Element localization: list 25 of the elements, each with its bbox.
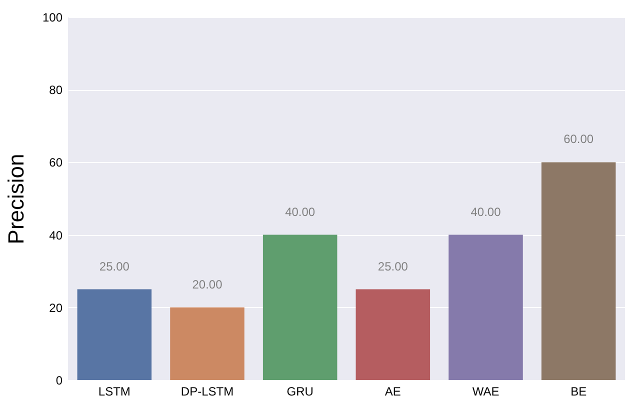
y-tick-label: 40 <box>49 228 63 242</box>
data-label: 60.00 <box>564 132 594 146</box>
y-tick-label: 60 <box>49 156 63 170</box>
bar <box>541 162 616 380</box>
data-label: 20.00 <box>192 277 223 292</box>
bar <box>448 234 523 380</box>
x-tick-label: DP-LSTM <box>180 384 234 398</box>
data-label: 40.00 <box>470 204 502 219</box>
y-axis-title: Precision <box>3 154 28 244</box>
y-tick-label: 80 <box>49 83 63 98</box>
data-label: 25.00 <box>99 259 130 274</box>
bar <box>170 307 244 380</box>
bar <box>262 234 338 380</box>
bar <box>356 289 430 380</box>
data-label: 40.00 <box>285 204 316 219</box>
y-tick-label: 100 <box>42 10 63 24</box>
x-tick-label: AE <box>384 384 401 398</box>
x-tick-label: BE <box>570 384 587 398</box>
bar <box>77 289 152 380</box>
data-label: 25.00 <box>378 259 408 274</box>
x-tick-label: GRU <box>286 384 314 398</box>
x-tick-label: LSTM <box>98 384 130 398</box>
x-tick-label: WAE <box>472 384 500 398</box>
y-tick-label: 0 <box>56 374 63 388</box>
y-tick-label: 20 <box>49 300 63 315</box>
